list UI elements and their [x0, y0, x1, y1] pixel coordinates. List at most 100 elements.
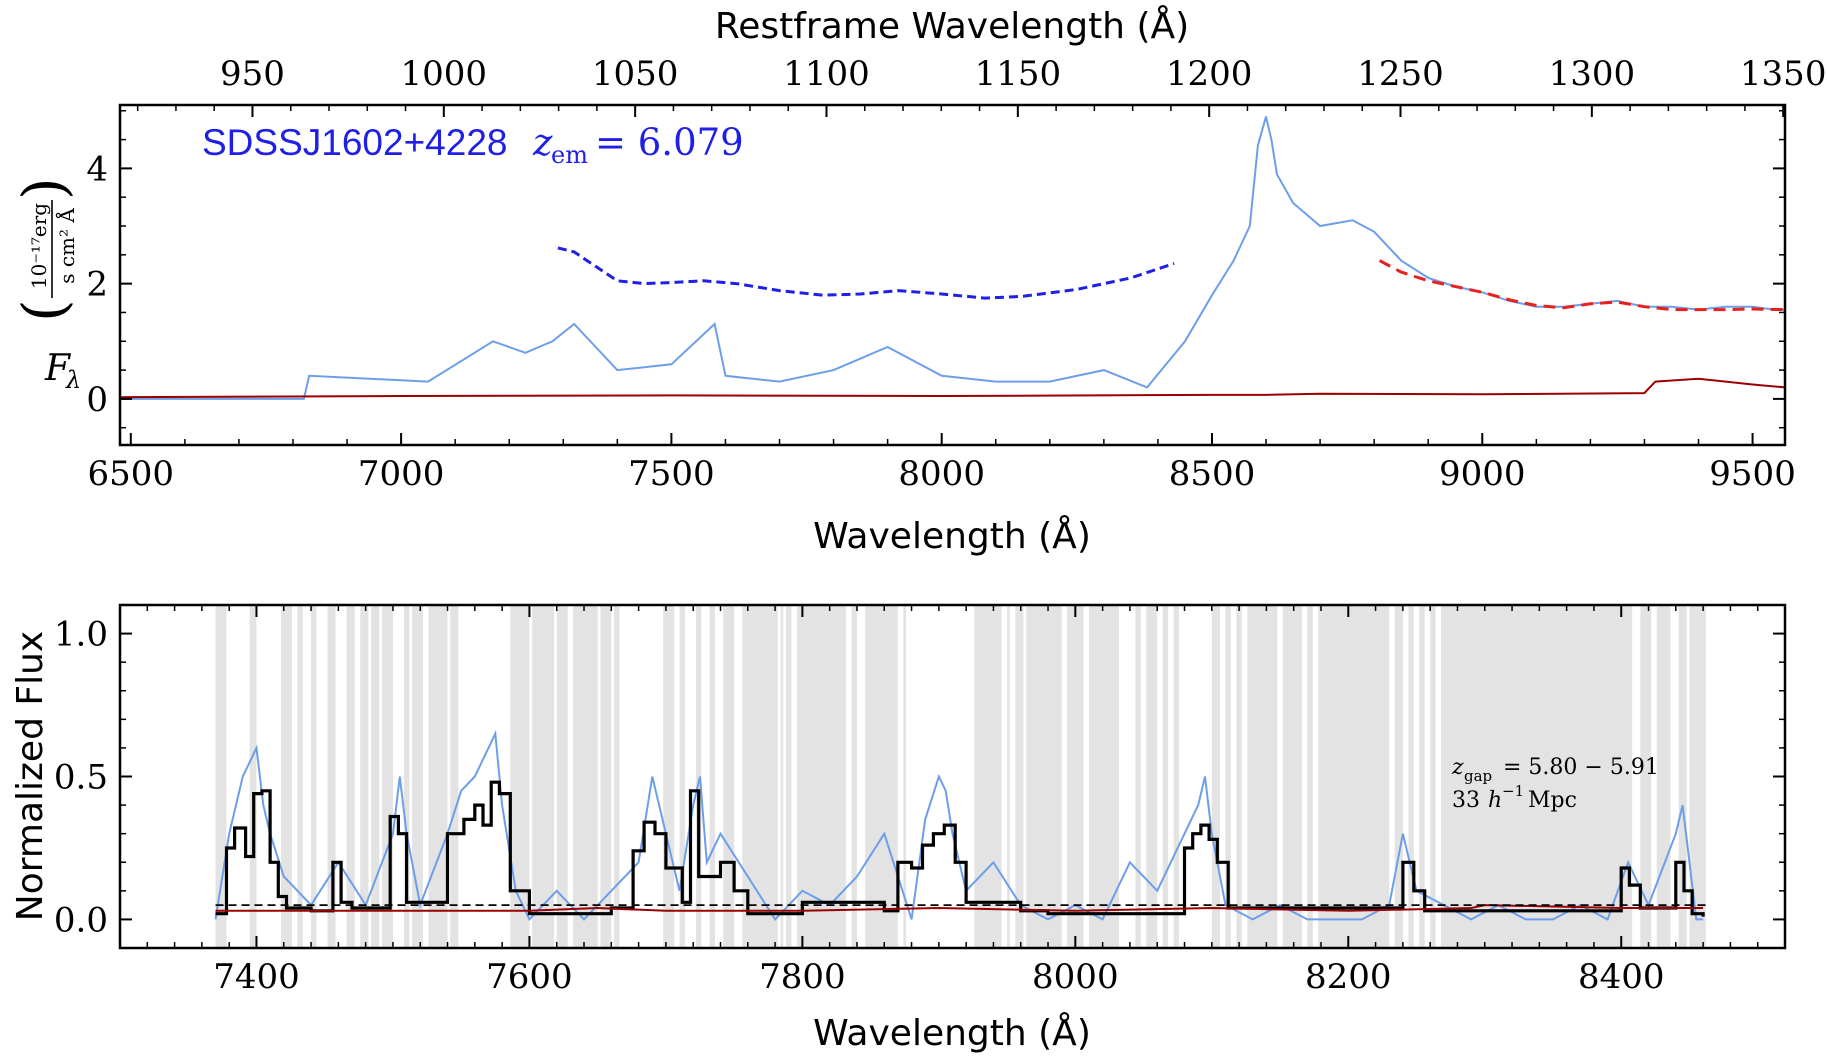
- gap-band: [1015, 605, 1024, 948]
- top-series-layer: [120, 116, 1785, 400]
- top-series-observed-flux: [120, 116, 1785, 400]
- gap-band: [327, 605, 336, 948]
- gap-size-value: 33: [1452, 788, 1480, 813]
- top-panel-ticks: 6500 7000 7500 8000 8500 9000 9500 0 2 4 950 1000 10…: [86, 54, 1826, 494]
- gap-bands-layer: [215, 605, 1706, 948]
- gap-band: [1211, 605, 1220, 948]
- gap-band: [614, 605, 620, 948]
- y-unit-numerator: 10⁻¹⁷erg: [27, 203, 51, 289]
- gap-band: [382, 605, 393, 948]
- top-restframe-tick-label: 1300: [1549, 54, 1636, 94]
- gap-size-exponent: −1: [1502, 782, 1524, 800]
- gap-band: [532, 605, 554, 948]
- gap-band: [510, 605, 530, 948]
- top-restframe-tick-label: 1250: [1357, 54, 1444, 94]
- gap-band: [1689, 605, 1706, 948]
- gap-band: [346, 605, 355, 948]
- y-axis-unit: ( ) 10⁻¹⁷erg s cm² Å: [10, 177, 79, 322]
- gap-band: [723, 605, 735, 948]
- y-axis-symbol: F: [44, 348, 72, 389]
- top-series-noise: [120, 377, 1785, 399]
- gap-z-symbol: z: [1451, 755, 1464, 780]
- top-restframe-axis-title: Restframe Wavelength (Å): [715, 4, 1189, 47]
- gap-band: [1225, 605, 1231, 948]
- top-restframe-tick-label: 1100: [783, 54, 870, 94]
- y-unit-left-paren: (: [10, 299, 78, 322]
- top-y-tick-label: 4: [86, 149, 108, 189]
- top-restframe-tick-label: 1000: [401, 54, 488, 94]
- top-panel: 6500 7000 7500 8000 8500 9000 9500 0 2 4 950 1000 10…: [10, 4, 1826, 557]
- gap-band: [780, 605, 784, 948]
- gap-size-h: h: [1488, 788, 1502, 813]
- top-x-tick-label: 7500: [628, 454, 715, 494]
- gap-annotation: z gap = 5.80 − 5.91 33 h −1 Mpc: [1451, 755, 1659, 813]
- bottom-y-axis-title: Normalized Flux: [10, 631, 51, 921]
- gap-band: [450, 605, 459, 948]
- top-panel-plot-area: [120, 116, 1785, 400]
- gap-band: [1135, 605, 1141, 948]
- top-restframe-tick-label: 1050: [592, 54, 679, 94]
- gap-band: [1419, 605, 1425, 948]
- gap-band: [215, 605, 227, 948]
- y-unit-denominator: s cm² Å: [54, 208, 79, 284]
- bottom-x-axis-title: Wavelength (Å): [813, 1011, 1091, 1054]
- bottom-x-tick-label: 8400: [1578, 957, 1665, 997]
- gap-band: [974, 605, 1002, 948]
- gap-band: [1067, 605, 1084, 948]
- top-restframe-tick-label: 1350: [1740, 54, 1827, 94]
- top-x-axis-title: Wavelength (Å): [813, 514, 1091, 557]
- bottom-y-tick-label: 1.0: [54, 615, 108, 655]
- redshift-subscript: em: [551, 141, 588, 169]
- bottom-y-tick-label: 0.5: [54, 758, 108, 798]
- top-y-tick-label: 2: [86, 265, 108, 305]
- gap-band: [573, 605, 598, 948]
- gap-band: [1026, 605, 1062, 948]
- gap-band: [851, 605, 857, 948]
- gap-band: [786, 605, 792, 948]
- gap-band: [1282, 605, 1302, 948]
- gap-band: [1430, 605, 1436, 948]
- gap-band: [1441, 605, 1633, 948]
- gap-band: [311, 605, 317, 948]
- bottom-x-tick-label: 7400: [213, 957, 300, 997]
- gap-band: [663, 605, 675, 948]
- bottom-series-layer: [214, 729, 1706, 922]
- top-restframe-tick-label: 1200: [1166, 54, 1253, 94]
- gap-band: [1640, 605, 1652, 948]
- gap-band: [1236, 605, 1242, 948]
- gap-band: [297, 605, 303, 948]
- top-x-tick-label: 8500: [1169, 454, 1256, 494]
- gap-band: [1678, 605, 1687, 948]
- bottom-y-tick-label: 0.0: [54, 900, 108, 940]
- bottom-x-tick-label: 8000: [1032, 957, 1119, 997]
- top-y-tick-label: 0: [86, 380, 108, 420]
- gap-z-range: = 5.80 − 5.91: [1503, 755, 1659, 780]
- gap-band: [428, 605, 448, 948]
- bottom-x-tick-label: 7600: [486, 957, 573, 997]
- y-axis-subscript: λ: [65, 366, 81, 394]
- gap-band: [1007, 605, 1010, 948]
- gap-band: [1173, 605, 1180, 948]
- gap-z-subscript: gap: [1464, 767, 1492, 785]
- gap-band: [1656, 605, 1671, 948]
- gap-band: [709, 605, 716, 948]
- top-series-continuum-fit-dashed: [1378, 259, 1785, 312]
- gap-band: [695, 605, 702, 948]
- gap-band: [412, 605, 423, 948]
- redshift-symbol: z: [532, 121, 553, 164]
- top-y-axis-title: F λ ( ) 10⁻¹⁷erg s cm² Å: [10, 177, 81, 394]
- top-series-pca-continuum-prediction-dashed: [557, 246, 1175, 300]
- top-x-tick-label: 9500: [1709, 454, 1796, 494]
- gap-size-unit: Mpc: [1528, 788, 1577, 813]
- gap-band: [600, 605, 612, 948]
- gap-band: [281, 605, 292, 948]
- bottom-x-tick-label: 8200: [1305, 957, 1392, 997]
- gap-band: [903, 605, 907, 948]
- gap-band: [556, 605, 568, 948]
- gap-band: [796, 605, 847, 948]
- bottom-panel-plot-area: [214, 605, 1706, 948]
- gap-band: [1318, 605, 1390, 948]
- top-x-tick-label: 7000: [358, 454, 445, 494]
- gap-band: [1146, 605, 1158, 948]
